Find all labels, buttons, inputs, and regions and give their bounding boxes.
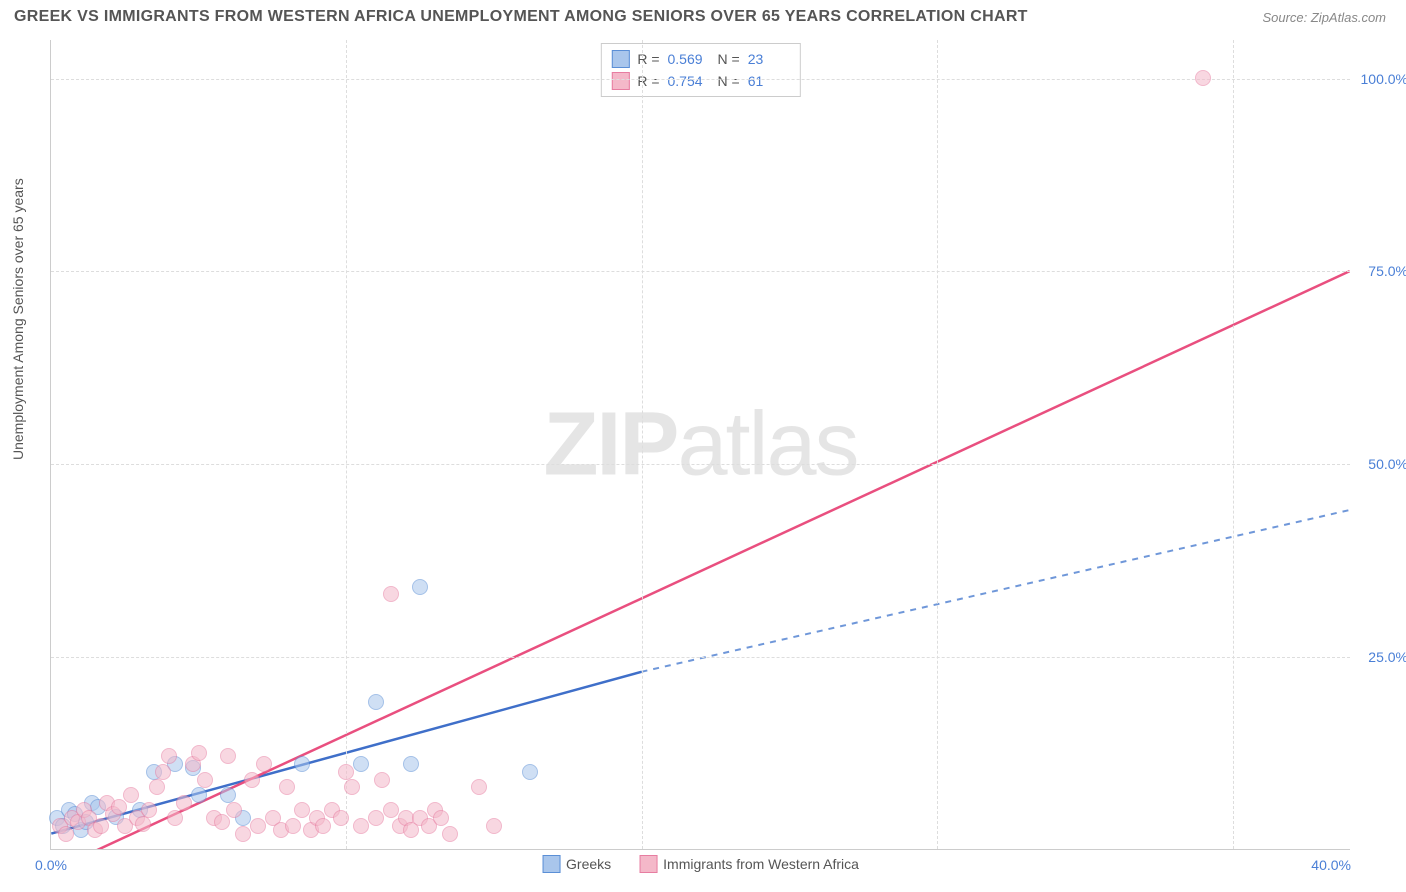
data-point <box>403 756 419 772</box>
legend-swatch <box>542 855 560 873</box>
legend-n-value: 61 <box>748 73 790 89</box>
data-point <box>442 826 458 842</box>
data-point <box>197 772 213 788</box>
data-point <box>1195 70 1211 86</box>
gridline-h <box>51 657 1350 658</box>
data-point <box>294 802 310 818</box>
data-point <box>176 795 192 811</box>
data-point <box>167 810 183 826</box>
correlation-legend: R = 0.569 N = 23 R = 0.754 N = 61 <box>600 43 800 97</box>
data-point <box>433 810 449 826</box>
series-legend: Greeks Immigrants from Western Africa <box>542 855 859 873</box>
data-point <box>368 810 384 826</box>
legend-row: R = 0.569 N = 23 <box>611 48 789 70</box>
data-point <box>368 694 384 710</box>
y-tick-label: 50.0% <box>1353 456 1406 472</box>
data-point <box>344 779 360 795</box>
watermark: ZIPatlas <box>543 393 857 496</box>
y-tick-label: 100.0% <box>1353 71 1406 87</box>
series-legend-item: Greeks <box>542 855 611 873</box>
legend-swatch <box>611 72 629 90</box>
data-point <box>522 764 538 780</box>
data-point <box>244 772 260 788</box>
data-point <box>486 818 502 834</box>
legend-n-label: N = <box>718 73 740 89</box>
chart-title: GREEK VS IMMIGRANTS FROM WESTERN AFRICA … <box>14 8 1028 26</box>
y-axis-label: Unemployment Among Seniors over 65 years <box>10 178 26 460</box>
data-point <box>412 579 428 595</box>
gridline-v <box>642 40 643 849</box>
data-point <box>353 756 369 772</box>
gridline-h <box>51 464 1350 465</box>
data-point <box>191 745 207 761</box>
data-point <box>155 764 171 780</box>
legend-row: R = 0.754 N = 61 <box>611 70 789 92</box>
legend-r-value: 0.569 <box>668 51 710 67</box>
data-point <box>250 818 266 834</box>
y-tick-label: 75.0% <box>1353 263 1406 279</box>
series-label: Greeks <box>566 856 611 872</box>
plot-area: ZIPatlas R =0.569N =23R =0.754N =61 Gree… <box>50 40 1350 850</box>
legend-swatch <box>639 855 657 873</box>
x-tick-label: 40.0% <box>1311 857 1351 873</box>
trend-lines <box>51 40 1350 849</box>
data-point <box>279 779 295 795</box>
legend-n-label: N = <box>718 51 740 67</box>
y-tick-label: 25.0% <box>1353 649 1406 665</box>
data-point <box>256 756 272 772</box>
data-point <box>374 772 390 788</box>
x-tick-label: 0.0% <box>35 857 67 873</box>
data-point <box>161 748 177 764</box>
legend-r-label: R = <box>637 51 659 67</box>
data-point <box>226 802 242 818</box>
series-label: Immigrants from Western Africa <box>663 856 859 872</box>
gridline-h <box>51 79 1350 80</box>
legend-n-value: 23 <box>748 51 790 67</box>
gridline-v <box>937 40 938 849</box>
data-point <box>220 748 236 764</box>
data-point <box>220 787 236 803</box>
data-point <box>315 818 331 834</box>
data-point <box>235 826 251 842</box>
gridline-v <box>346 40 347 849</box>
data-point <box>294 756 310 772</box>
data-point <box>135 816 151 832</box>
legend-r-label: R = <box>637 73 659 89</box>
data-point <box>285 818 301 834</box>
legend-swatch <box>611 50 629 68</box>
source-label: Source: ZipAtlas.com <box>1262 10 1386 25</box>
gridline-h <box>51 271 1350 272</box>
data-point <box>383 586 399 602</box>
legend-r-value: 0.754 <box>668 73 710 89</box>
data-point <box>123 787 139 803</box>
data-point <box>333 810 349 826</box>
data-point <box>338 764 354 780</box>
gridline-v <box>1233 40 1234 849</box>
data-point <box>191 787 207 803</box>
data-point <box>471 779 487 795</box>
data-point <box>141 802 157 818</box>
series-legend-item: Immigrants from Western Africa <box>639 855 859 873</box>
data-point <box>353 818 369 834</box>
data-point <box>149 779 165 795</box>
data-point <box>383 802 399 818</box>
